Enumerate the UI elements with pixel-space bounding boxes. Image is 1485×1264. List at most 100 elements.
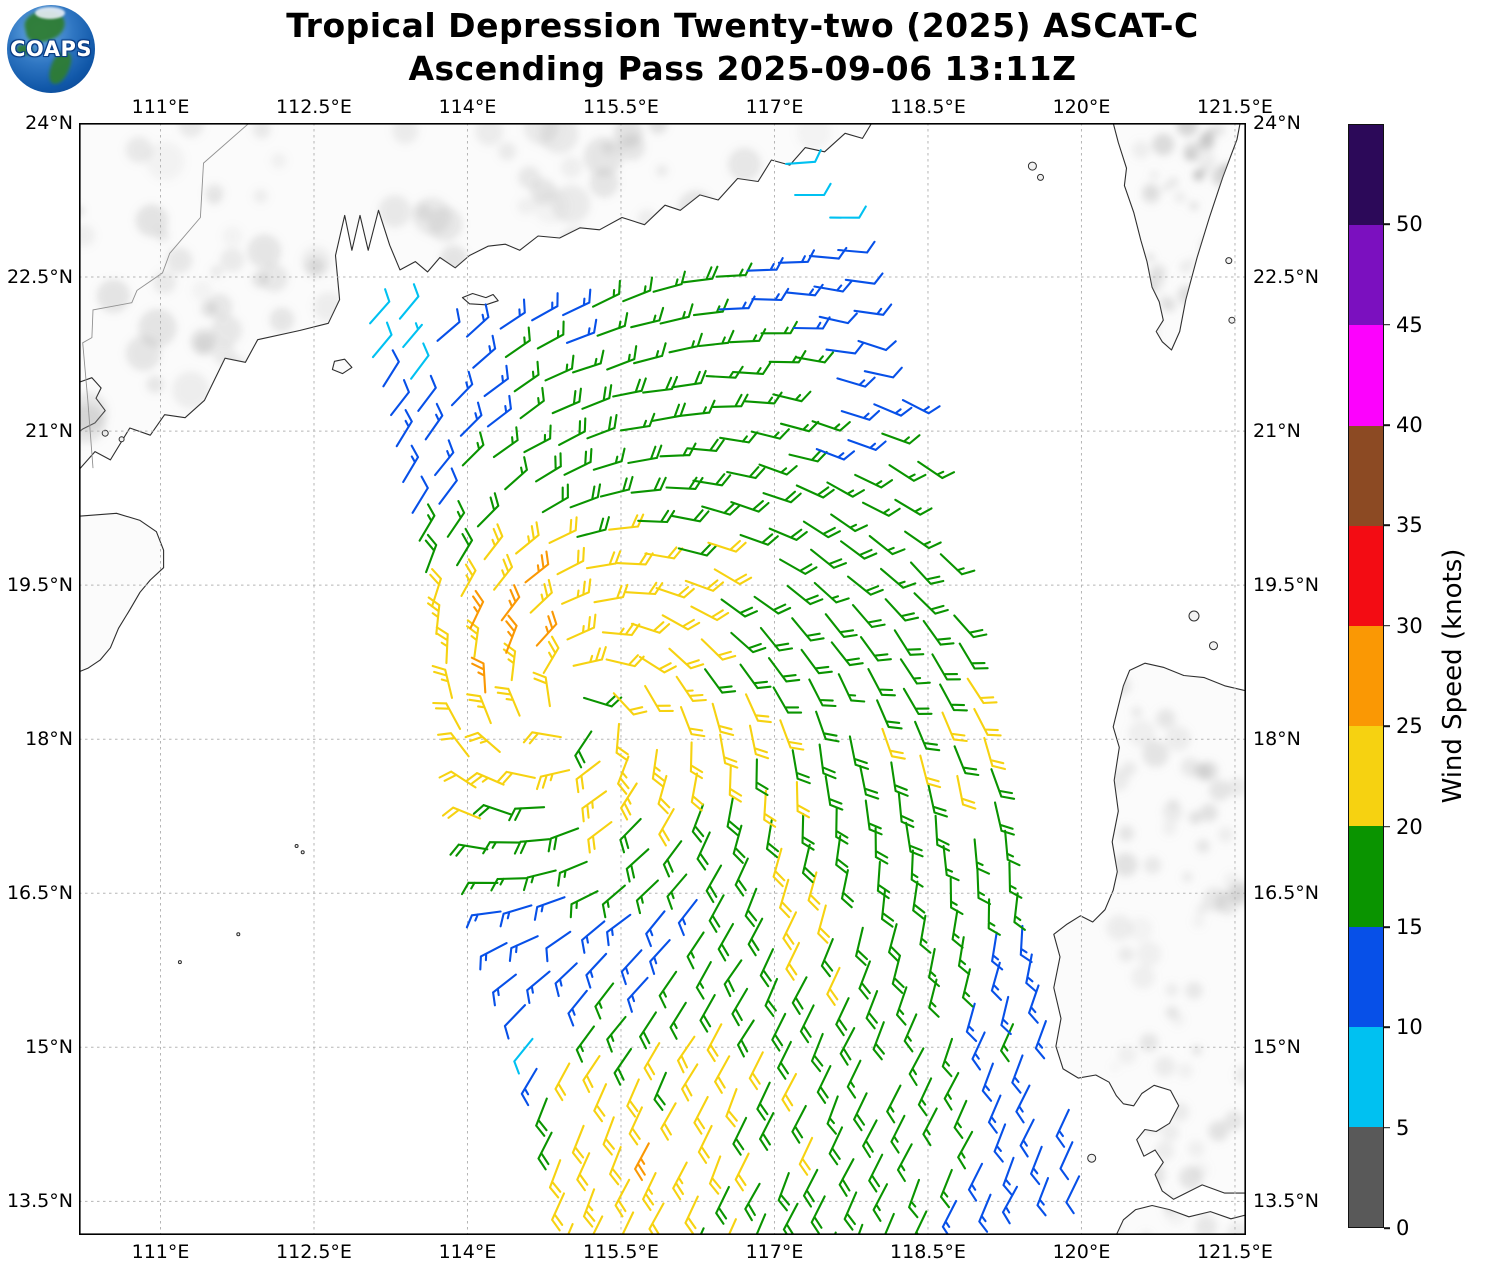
wind-barb <box>650 402 686 423</box>
wind-barb <box>957 936 971 976</box>
wind-barb <box>914 720 941 752</box>
wind-barb <box>748 1051 764 1091</box>
wind-barb <box>704 668 737 694</box>
wind-barb <box>558 417 587 446</box>
wind-barb <box>619 817 642 854</box>
wind-barb <box>465 910 502 929</box>
wind-barb <box>548 1159 562 1199</box>
colorbar-tickmark <box>1384 223 1390 226</box>
lon-tick-label-bottom: 114°E <box>438 1241 497 1263</box>
wind-barb <box>707 539 747 553</box>
wind-barb <box>862 1119 878 1159</box>
wind-barb <box>828 1126 844 1166</box>
wind-barb <box>662 840 683 878</box>
wind-barb <box>719 733 739 769</box>
lon-tick-label-bottom: 120°E <box>1052 1241 1111 1263</box>
wind-barb <box>983 736 1007 771</box>
wind-barb <box>967 1162 984 1202</box>
wind-barb <box>424 402 444 441</box>
wind-barb <box>581 920 606 954</box>
wind-barb <box>993 1123 1007 1163</box>
wind-barb <box>873 403 913 417</box>
colorbar-tickmark <box>1384 1126 1390 1129</box>
wind-barb <box>837 240 876 254</box>
wind-barb <box>486 394 512 428</box>
wind-barb <box>661 614 701 631</box>
wind-barb <box>470 656 487 694</box>
wind-barb <box>747 917 764 957</box>
wind-barb <box>785 149 822 165</box>
wind-barb <box>835 806 849 845</box>
wind-barb <box>689 741 704 780</box>
wind-barb <box>744 693 772 724</box>
colorbar-tickmark <box>1384 625 1390 627</box>
wind-barb <box>645 910 666 948</box>
wind-barb <box>729 328 767 344</box>
wind-barb <box>622 276 654 303</box>
wind-barb <box>464 731 501 753</box>
colorbar <box>1348 124 1384 1228</box>
colorbar-band-35-40 <box>1349 425 1383 526</box>
wind-barb <box>899 658 931 685</box>
wind-barb <box>526 970 551 1005</box>
colorbar-band-45-50 <box>1349 225 1383 326</box>
wind-barb <box>692 473 732 487</box>
lat-tick-label-right: 21°N <box>1253 420 1301 443</box>
wind-barb <box>777 249 816 264</box>
wind-barb <box>772 847 786 888</box>
wind-barb <box>625 848 650 883</box>
wind-barb <box>799 1004 815 1044</box>
wind-barb <box>582 694 623 708</box>
wind-barb <box>802 520 841 539</box>
wind-barb <box>939 1168 953 1209</box>
islet <box>1209 641 1218 651</box>
wind-barb <box>939 683 968 712</box>
wind-barb <box>418 503 436 542</box>
wind-barb <box>779 878 792 919</box>
islet <box>118 436 125 443</box>
wind-barb <box>658 808 675 847</box>
lat-tick-label-left: 18°N <box>25 728 73 751</box>
wind-barb <box>759 948 775 988</box>
lon-tick-label-top: 112.5°E <box>276 96 352 118</box>
wind-barb <box>884 598 920 622</box>
wind-barb <box>450 370 474 407</box>
logo-icecap <box>35 7 65 19</box>
wind-barb <box>934 814 951 852</box>
wind-barb <box>840 409 881 421</box>
wind-barb <box>785 283 824 297</box>
wind-barb <box>711 702 735 737</box>
wind-barb <box>830 513 868 533</box>
wind-barb <box>483 523 504 561</box>
wind-barb <box>593 583 629 604</box>
wind-barb <box>953 614 988 639</box>
wind-barb <box>513 838 551 855</box>
wind-barb <box>820 938 834 978</box>
wind-barb <box>476 492 500 528</box>
wind-barb <box>617 755 630 795</box>
wind-barb <box>532 671 551 708</box>
colorbar-title: Wind Speed (knots) <box>1438 548 1468 804</box>
lat-tick-label-left: 15°N <box>25 1036 73 1059</box>
wind-barb <box>829 205 867 219</box>
wind-barb <box>714 1055 731 1094</box>
wind-barb <box>868 534 906 556</box>
lat-tick-label-left: 22.5°N <box>6 266 73 289</box>
wind-barb <box>779 558 818 575</box>
wind-barb <box>460 881 499 896</box>
lon-tick-label-top: 114°E <box>438 96 497 118</box>
wind-barb <box>500 584 521 622</box>
wind-barb <box>465 772 505 786</box>
wind-barb <box>890 761 909 797</box>
wind-barb <box>671 369 707 389</box>
wind-barb <box>499 298 526 330</box>
wind-barb <box>492 973 517 1007</box>
wind-barb <box>523 424 552 454</box>
colorbar-band-50-55 <box>1349 125 1383 226</box>
wind-barb <box>483 364 509 398</box>
wind-barb <box>728 764 743 803</box>
wind-barb <box>535 769 571 791</box>
wind-barb <box>772 686 803 714</box>
wind-barb <box>513 1037 534 1075</box>
wind-barb <box>876 860 891 900</box>
